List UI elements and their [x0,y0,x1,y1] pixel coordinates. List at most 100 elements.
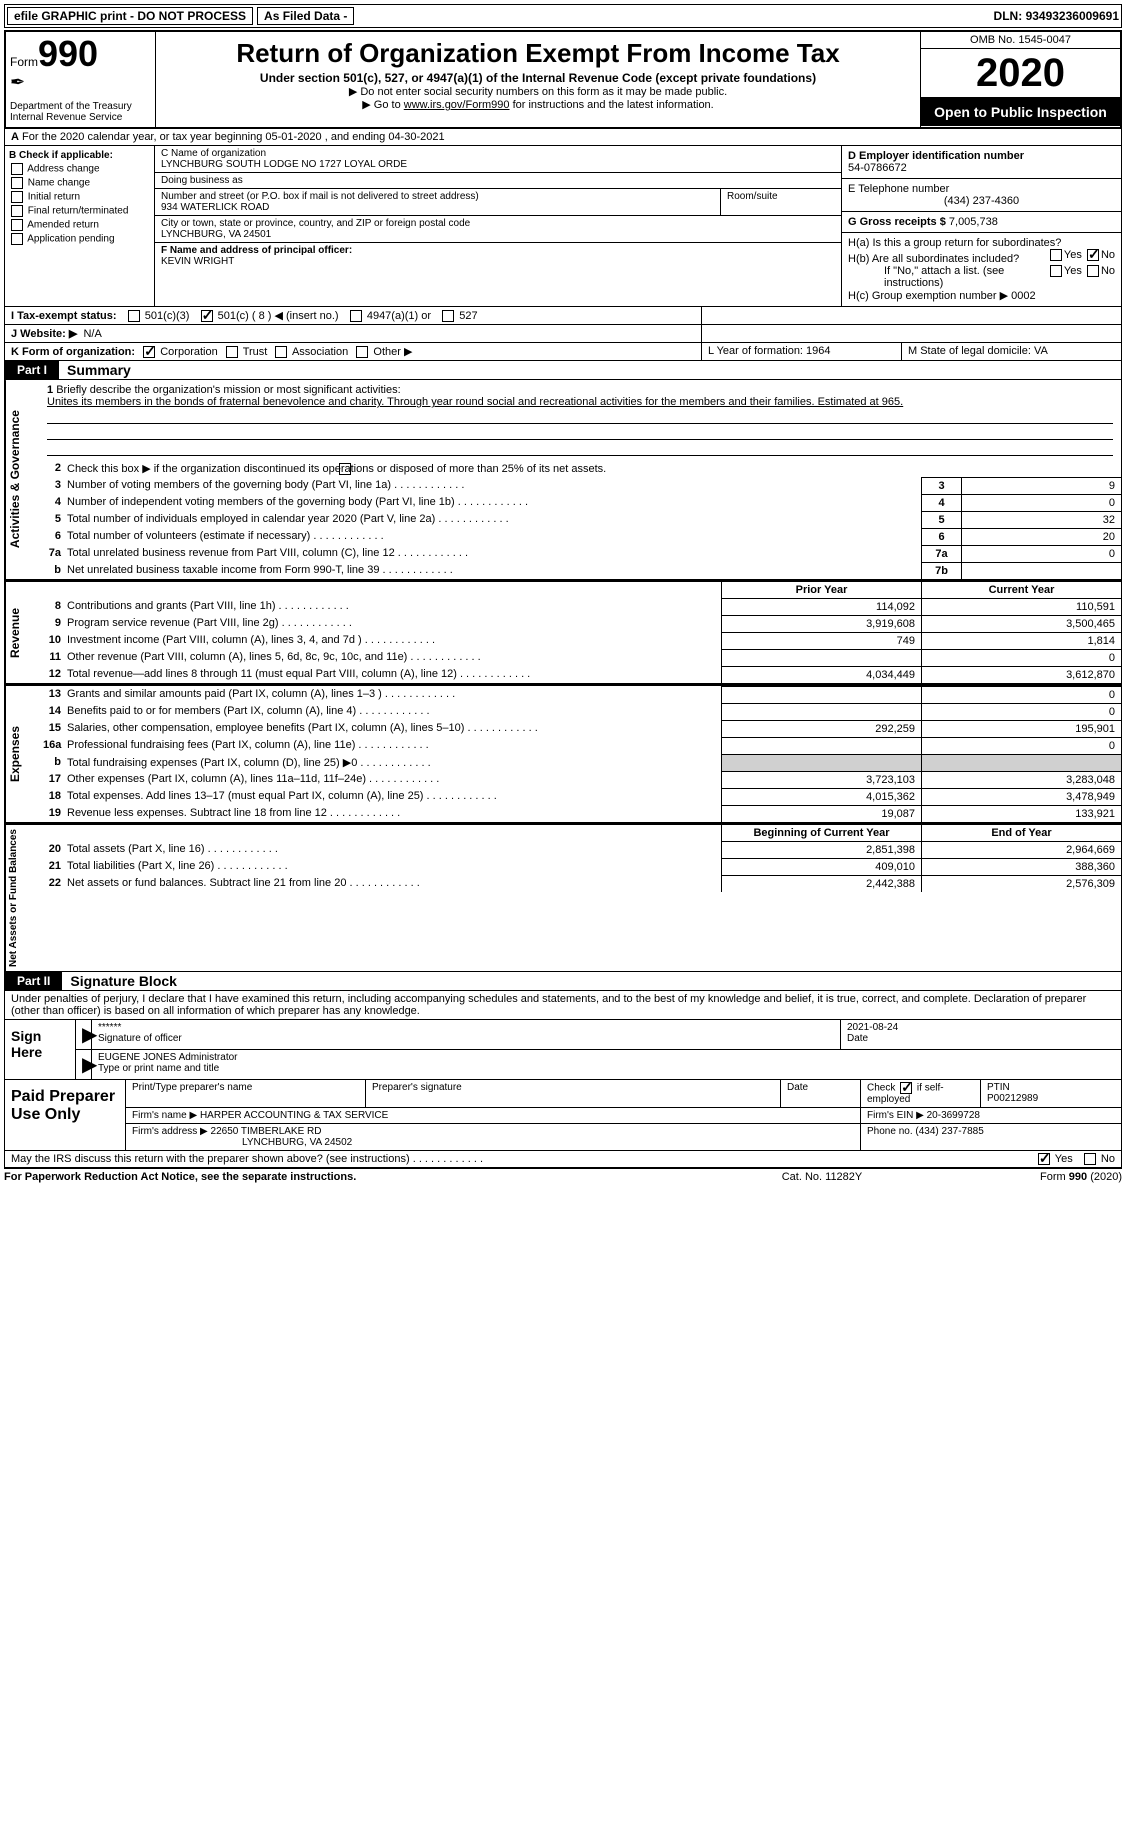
sign-here-label: Sign Here [5,1020,75,1079]
firm-ein: 20-3699728 [927,1110,980,1121]
discuss-row: May the IRS discuss this return with the… [5,1150,1121,1167]
omb-number: OMB No. 1545-0047 [921,32,1120,49]
asfiled-label: As Filed Data - [257,7,354,25]
chk-final-return[interactable]: Final return/terminated [9,205,150,217]
row-j-label: J Website: ▶ [11,328,77,340]
section-net: Net Assets or Fund Balances Beginning of… [4,823,1122,972]
rev-line-10: 10Investment income (Part VIII, column (… [39,632,1121,649]
col-prior: Prior Year [721,582,921,598]
row-j: J Website: ▶ N/A [4,325,1122,343]
mission-text: Unites its members in the bonds of frate… [47,396,903,408]
header-left: Form990 ✒ Department of the Treasury Int… [6,32,156,127]
row-i-label: I Tax-exempt status: [11,310,117,322]
chk-name-change[interactable]: Name change [9,177,150,189]
mission-block: 1 Briefly describe the organization's mi… [39,380,1121,460]
header-center: Return of Organization Exempt From Incom… [156,32,920,127]
preparer-label: Paid Preparer Use Only [5,1080,125,1150]
row-a-text: For the 2020 calendar year, or tax year … [22,131,445,143]
chk-amended-return[interactable]: Amended return [9,219,150,231]
part1-title: Summary [59,362,131,378]
dln: DLN: 93493236009691 [994,9,1119,23]
addr-label: Number and street (or P.O. box if mail i… [161,191,714,202]
vlabel-gov: Activities & Governance [5,380,39,579]
firm-phone-label: Phone no. [867,1126,913,1137]
rev-line-12: 12Total revenue—add lines 8 through 11 (… [39,666,1121,683]
irs-link[interactable]: www.irs.gov/Form990 [404,99,510,111]
ein-value: 54-0786672 [848,162,907,174]
firm-addr1: 22650 TIMBERLAKE RD [211,1126,322,1137]
chk-initial-return[interactable]: Initial return [9,191,150,203]
vlabel-rev: Revenue [5,582,39,683]
row-k-label: K Form of organization: [11,346,135,358]
sig-date-label: Date [847,1033,868,1044]
tax-year: 2020 [921,49,1120,98]
subtitle-2: ▶ Do not enter social security numbers o… [164,85,912,98]
sig-declaration: Under penalties of perjury, I declare th… [5,991,1121,1019]
prep-ptin: P00212989 [987,1093,1038,1104]
sig-name-label: Type or print name and title [98,1063,219,1074]
state-domicile: M State of legal domicile: VA [901,343,1121,360]
sig-stars: ****** [98,1022,121,1033]
opt-trust: Trust [243,346,268,358]
subtitle-3: ▶ Go to www.irs.gov/Form990 for instruct… [164,98,912,111]
sub3-post: for instructions and the latest informat… [510,99,714,111]
exp-line-19: 19Revenue less expenses. Subtract line 1… [39,805,1121,822]
exp-line-17: 17Other expenses (Part IX, column (A), l… [39,771,1121,788]
efile-top-bar: efile GRAPHIC print - DO NOT PROCESS As … [4,4,1122,28]
firm-addr2: LYNCHBURG, VA 24502 [242,1137,352,1148]
501c3: 501(c)(3) [145,310,190,322]
row-a: A For the 2020 calendar year, or tax yea… [4,129,1122,146]
527: 527 [459,310,477,322]
footer-right: Form 990 (2020) [922,1171,1122,1183]
form-number: 990 [38,33,98,74]
line1-num: 1 [47,384,53,396]
col-c: C Name of organization LYNCHBURG SOUTH L… [155,146,841,306]
exp-line-16a: 16aProfessional fundraising fees (Part I… [39,737,1121,754]
prep-h5: PTIN [987,1082,1010,1093]
header-right: OMB No. 1545-0047 2020 Open to Public In… [920,32,1120,127]
year-formation: L Year of formation: 1964 [701,343,901,360]
room-label: Room/suite [721,189,841,215]
gov-line-6: 6Total number of volunteers (estimate if… [39,528,1121,545]
officer-label: F Name and address of principal officer: [161,245,352,256]
hb-label: H(b) Are all subordinates included? [848,253,1019,265]
ein-label: D Employer identification number [848,150,1024,162]
part2-label: Part II [5,972,62,990]
exp-line-14: 14Benefits paid to or for members (Part … [39,703,1121,720]
chk-address-change[interactable]: Address change [9,163,150,175]
firm-name: HARPER ACCOUNTING & TAX SERVICE [200,1110,388,1121]
part2-header: Part II Signature Block [4,972,1122,991]
chk-application-pending[interactable]: Application pending [9,233,150,245]
prep-h2: Preparer's signature [366,1080,781,1107]
block-bcdefg: B Check if applicable: Address change Na… [4,146,1122,307]
opt-assoc: Association [292,346,348,358]
ha-label: H(a) Is this a group return for subordin… [848,237,1061,249]
org-name: LYNCHBURG SOUTH LODGE NO 1727 LOYAL ORDE [161,159,835,170]
exp-line-18: 18Total expenses. Add lines 13–17 (must … [39,788,1121,805]
sig-officer-label: Signature of officer [98,1033,182,1044]
form-title: Return of Organization Exempt From Incom… [164,38,912,69]
section-expenses: Expenses 13Grants and similar amounts pa… [4,684,1122,823]
gov-line-5: 5Total number of individuals employed in… [39,511,1121,528]
rev-line-9: 9Program service revenue (Part VIII, lin… [39,615,1121,632]
gov-line-7a: 7aTotal unrelated business revenue from … [39,545,1121,562]
firm-addr-label: Firm's address ▶ [132,1126,208,1137]
rev-line-8: 8Contributions and grants (Part VIII, li… [39,598,1121,615]
row-i: I Tax-exempt status: 501(c)(3) 501(c) ( … [4,307,1122,325]
firm-ein-label: Firm's EIN ▶ [867,1110,924,1121]
dln-value: 93493236009691 [1026,9,1119,23]
exp-line-15: 15Salaries, other compensation, employee… [39,720,1121,737]
part1-header: Part I Summary [4,361,1122,380]
gov-line-3: 3Number of voting members of the governi… [39,477,1121,494]
gross-value: 7,005,738 [949,216,998,228]
ha-row: H(a) Is this a group return for subordin… [848,237,1115,249]
gov-line-4: 4Number of independent voting members of… [39,494,1121,511]
prep-h1: Print/Type preparer's name [126,1080,366,1107]
firm-label: Firm's name ▶ [132,1110,197,1121]
subtitle-1: Under section 501(c), 527, or 4947(a)(1)… [164,71,912,85]
page-footer: For Paperwork Reduction Act Notice, see … [4,1168,1122,1185]
4947a1: 4947(a)(1) or [367,310,431,322]
opt-corp: Corporation [160,346,217,358]
website-value: N/A [83,328,101,340]
dept-label: Department of the Treasury Internal Reve… [10,101,151,123]
